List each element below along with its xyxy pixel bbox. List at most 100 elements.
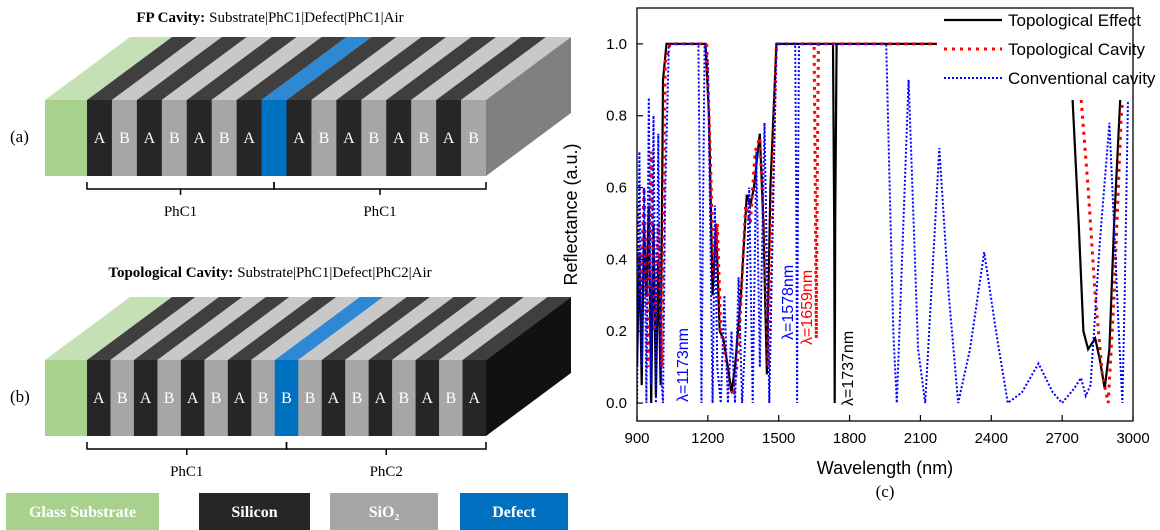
side-face — [486, 37, 571, 176]
layer-label: A — [422, 390, 434, 407]
layer-front — [462, 360, 487, 436]
bracket-label: PhC1 — [164, 204, 197, 220]
bracket — [86, 442, 288, 455]
layer-label: B — [399, 390, 410, 407]
material-swatch — [330, 493, 438, 530]
layer-front — [274, 360, 299, 436]
layer-top — [261, 37, 372, 100]
layer-front — [345, 360, 369, 436]
layer-top — [87, 297, 196, 360]
layer-front — [87, 100, 113, 176]
layer-top — [186, 37, 297, 100]
layer-top — [227, 297, 337, 360]
layer-front — [157, 360, 182, 436]
glass-front — [45, 100, 87, 176]
title-rest: Substrate|PhC1|Defect|PhC1|Air — [209, 10, 404, 26]
layer-label: B — [305, 390, 316, 407]
material-label: Defect — [492, 504, 536, 521]
layer-top — [204, 297, 313, 360]
glass-top — [45, 297, 172, 360]
y-tick-label: 0.4 — [606, 251, 627, 268]
layer-front — [321, 360, 346, 436]
layer-label: B — [445, 390, 456, 407]
legend-box — [937, 8, 1133, 100]
layer-label: B — [418, 130, 429, 147]
panel-title: FP Cavity: Substrate|PhC1|Defect|PhC1|Air — [136, 10, 403, 26]
glass-front — [45, 360, 87, 436]
layer-front — [211, 100, 237, 176]
bracket-label: PhC1 — [363, 204, 396, 220]
layer-label: B — [117, 390, 128, 407]
layer-label: B — [281, 390, 292, 407]
layer-top — [462, 297, 571, 360]
layer-front — [251, 360, 276, 436]
glass-top — [45, 37, 172, 100]
layer-top — [386, 37, 497, 100]
layer-top — [136, 37, 247, 100]
panel-title: Topological Cavity: Substrate|PhC1|Defect… — [108, 265, 431, 281]
x-tick-label: 900 — [624, 430, 649, 447]
layer-label: B — [368, 130, 379, 147]
series-line — [637, 42, 1133, 404]
layer-label: B — [119, 130, 130, 147]
layer-front — [311, 100, 337, 176]
layer-label: A — [328, 390, 340, 407]
layer-front — [180, 360, 205, 436]
layer-label: B — [258, 390, 269, 407]
material-label: Glass Substrate — [29, 504, 136, 521]
layer-label: B — [219, 130, 230, 147]
layer-label: A — [443, 130, 455, 147]
layer-front — [392, 360, 416, 436]
layer-front — [386, 100, 412, 176]
layer-top — [110, 297, 219, 360]
layer-label: A — [293, 130, 305, 147]
layer-front — [411, 100, 437, 176]
layer-top — [311, 37, 422, 100]
layer-front — [415, 360, 440, 436]
layer-top — [415, 297, 525, 360]
layer-top — [321, 297, 431, 360]
material-swatch — [6, 493, 159, 530]
layer-front — [436, 100, 462, 176]
layer-front — [227, 360, 252, 436]
legend-label: Topological Cavity — [1008, 40, 1146, 59]
layer-label: A — [93, 390, 105, 407]
layer-top — [361, 37, 472, 100]
layer-label: A — [144, 130, 156, 147]
layer-label: B — [468, 130, 479, 147]
layer-label: A — [187, 390, 199, 407]
layer-top — [111, 37, 222, 100]
annotation: λ=1659nm — [799, 270, 816, 345]
layer-top — [336, 37, 447, 100]
annotation: λ=1737nm — [840, 331, 857, 406]
layer-front — [161, 100, 188, 176]
layer-label: A — [234, 390, 246, 407]
plot-frame — [636, 7, 1134, 422]
legend-label: Topological Effect — [1008, 11, 1141, 30]
material-label: Silicon — [231, 504, 277, 521]
layer-front — [110, 360, 135, 436]
material-label: SiO₂ — [369, 504, 400, 521]
layer-front — [461, 100, 487, 176]
y-axis-label: Reflectance (a.u.) — [561, 143, 581, 285]
title-rest: Substrate|PhC1|Defect|PhC2|Air — [237, 265, 432, 281]
layer-front — [336, 100, 362, 176]
layer-label: B — [319, 130, 330, 147]
bracket-label: PhC2 — [370, 464, 403, 480]
title-bold: FP Cavity: — [136, 10, 205, 26]
layer-top — [251, 297, 360, 360]
x-tick-label: 2700 — [1045, 430, 1078, 447]
layer-top — [211, 37, 322, 100]
layer-top — [461, 37, 571, 100]
layer-top — [345, 297, 454, 360]
layer-top — [274, 297, 384, 360]
layer-label: B — [169, 130, 180, 147]
layer-top — [392, 297, 501, 360]
bracket — [285, 442, 487, 455]
bracket-label: PhC1 — [170, 464, 203, 480]
layer-front — [111, 100, 138, 176]
x-tick-label: 2400 — [975, 430, 1008, 447]
layer-top — [157, 297, 266, 360]
bracket — [273, 182, 487, 195]
layer-front — [368, 360, 393, 436]
